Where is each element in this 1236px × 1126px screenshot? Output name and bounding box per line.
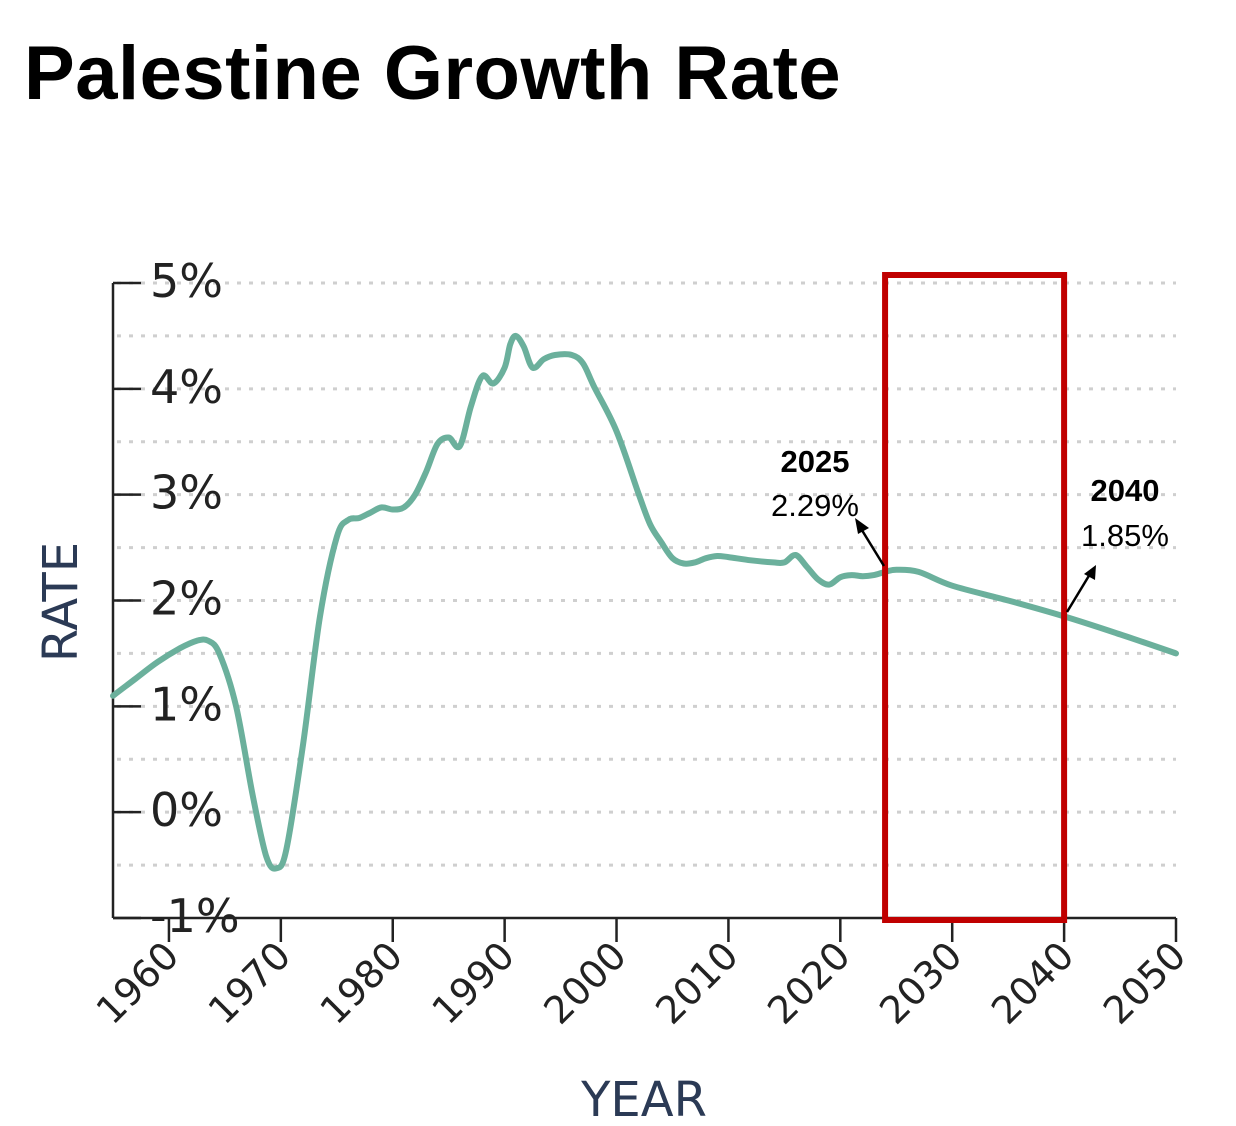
y-ticks: -1% 0% 1% 2% 3% 4% 5% bbox=[113, 254, 240, 943]
annotation-2025-arrow bbox=[858, 526, 886, 567]
annotation-2025-arrowhead bbox=[855, 518, 869, 534]
y-tick-label: 3% bbox=[150, 466, 223, 520]
annotation-2040-value: 1.85% bbox=[1081, 518, 1169, 553]
x-ticks: 1960 1970 1980 1990 2000 2010 2020 2030 2040 2050 bbox=[88, 918, 1195, 1033]
x-tick-label: 2000 bbox=[535, 933, 635, 1033]
x-tick-label: 2050 bbox=[1095, 933, 1195, 1033]
y-axis-label: RATE bbox=[33, 542, 89, 662]
annotation-2040-arrowhead bbox=[1084, 565, 1096, 580]
x-tick-label: 2010 bbox=[647, 933, 747, 1033]
y-tick-label: 1% bbox=[150, 677, 223, 731]
x-tick-label: 1980 bbox=[312, 933, 412, 1033]
annotation-2040-year: 2040 bbox=[1091, 473, 1160, 508]
annotation-2040-arrow bbox=[1065, 573, 1092, 613]
x-tick-label: 1990 bbox=[423, 933, 523, 1033]
gridlines bbox=[117, 281, 1176, 867]
annotation-2025: 2025 2.29% bbox=[771, 444, 886, 567]
annotation-2025-value: 2.29% bbox=[771, 488, 859, 523]
annotation-2040: 2040 1.85% bbox=[1065, 473, 1169, 613]
series-line bbox=[110, 332, 1179, 872]
y-tick-label: 2% bbox=[150, 572, 223, 626]
chart-title: Palestine Growth Rate bbox=[24, 31, 842, 116]
x-tick-label: 2020 bbox=[759, 933, 859, 1033]
x-tick-label: 1970 bbox=[200, 933, 300, 1033]
x-tick-label: 1960 bbox=[88, 933, 188, 1033]
highlight-box bbox=[882, 272, 1068, 923]
x-axis-label: YEAR bbox=[580, 1072, 707, 1126]
y-tick-label: 5% bbox=[150, 254, 223, 308]
y-tick-label: 0% bbox=[150, 783, 223, 837]
annotation-2025-year: 2025 bbox=[781, 444, 850, 479]
x-tick-label: 2030 bbox=[871, 933, 971, 1033]
x-tick-label: 2040 bbox=[983, 933, 1083, 1033]
y-tick-label: 4% bbox=[150, 360, 223, 414]
y-tick-label: -1% bbox=[150, 889, 240, 943]
